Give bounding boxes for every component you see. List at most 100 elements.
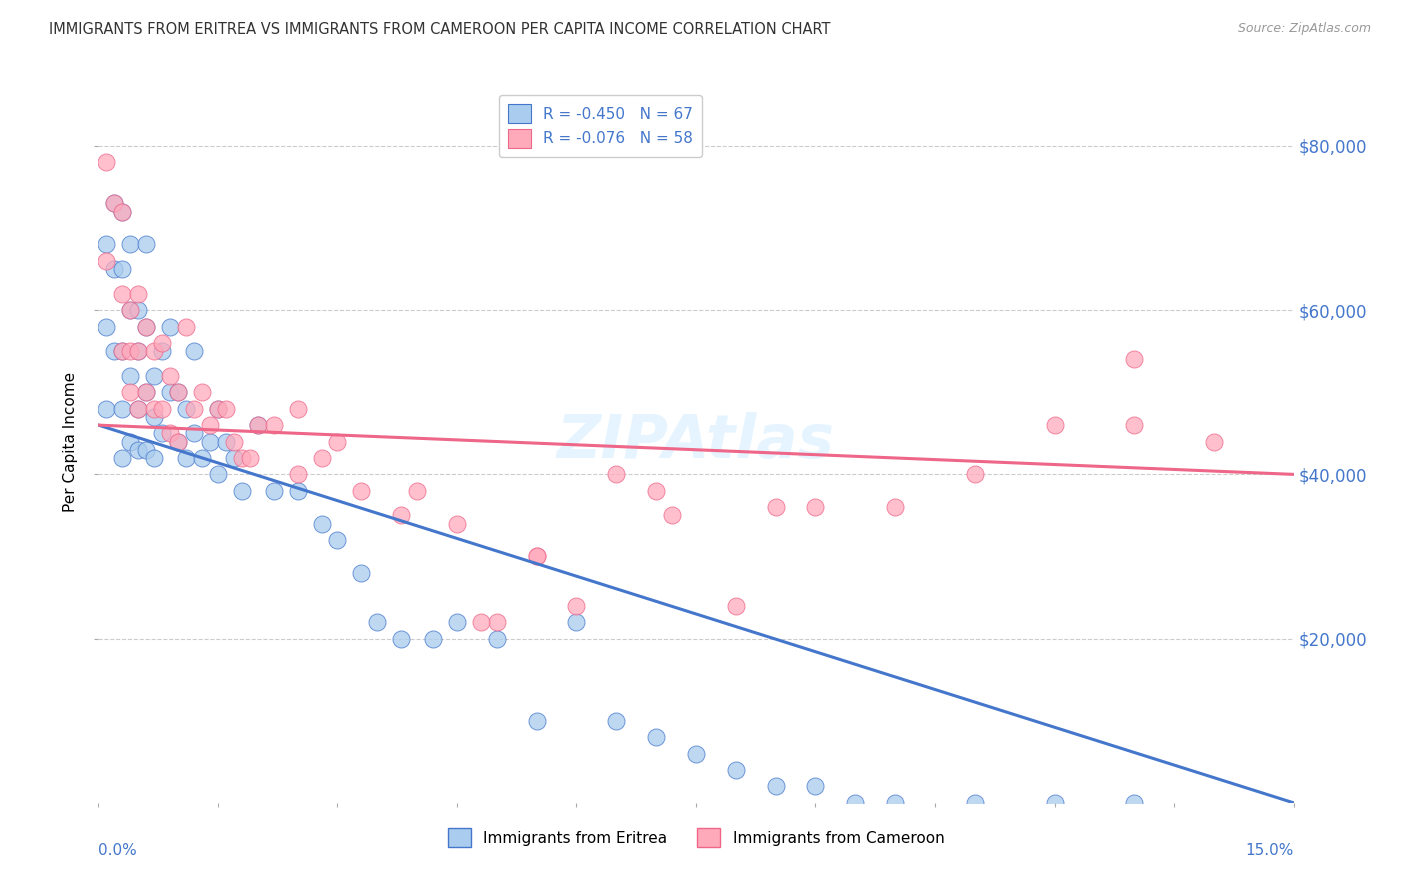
- Text: ZIPAtlas: ZIPAtlas: [557, 412, 835, 471]
- Y-axis label: Per Capita Income: Per Capita Income: [63, 371, 79, 512]
- Point: [103, 196, 125, 211]
- Point: [1043, 418, 1066, 433]
- Point: [1123, 352, 1146, 367]
- Point: [207, 401, 229, 416]
- Point: [485, 615, 508, 630]
- Point: [844, 796, 866, 810]
- Point: [765, 500, 787, 515]
- Text: 15.0%: 15.0%: [1246, 843, 1294, 857]
- Point: [389, 508, 412, 523]
- Point: [111, 204, 134, 219]
- Point: [231, 450, 253, 465]
- Point: [215, 434, 238, 449]
- Point: [422, 632, 444, 646]
- Point: [1123, 418, 1146, 433]
- Point: [183, 344, 205, 359]
- Point: [350, 566, 373, 580]
- Point: [127, 303, 149, 318]
- Point: [198, 434, 221, 449]
- Point: [685, 747, 707, 761]
- Point: [135, 442, 157, 457]
- Point: [127, 442, 149, 457]
- Point: [446, 516, 468, 531]
- Point: [127, 286, 149, 301]
- Point: [485, 632, 508, 646]
- Point: [804, 780, 827, 794]
- Legend: Immigrants from Eritrea, Immigrants from Cameroon: Immigrants from Eritrea, Immigrants from…: [441, 822, 950, 853]
- Point: [724, 763, 747, 777]
- Point: [143, 450, 166, 465]
- Point: [884, 500, 907, 515]
- Point: [120, 303, 142, 318]
- Point: [120, 344, 142, 359]
- Point: [167, 385, 190, 400]
- Point: [215, 401, 238, 416]
- Point: [111, 450, 134, 465]
- Point: [174, 319, 197, 334]
- Point: [526, 549, 548, 564]
- Point: [246, 418, 269, 433]
- Point: [111, 401, 134, 416]
- Point: [143, 409, 166, 424]
- Point: [135, 237, 157, 252]
- Point: [159, 426, 181, 441]
- Point: [963, 467, 986, 482]
- Point: [143, 368, 166, 383]
- Point: [605, 714, 627, 728]
- Text: IMMIGRANTS FROM ERITREA VS IMMIGRANTS FROM CAMEROON PER CAPITA INCOME CORRELATIO: IMMIGRANTS FROM ERITREA VS IMMIGRANTS FR…: [49, 22, 831, 37]
- Point: [526, 549, 548, 564]
- Point: [207, 401, 229, 416]
- Point: [1123, 796, 1146, 810]
- Point: [120, 237, 142, 252]
- Point: [96, 253, 118, 268]
- Point: [446, 615, 468, 630]
- Point: [661, 508, 683, 523]
- Point: [103, 196, 125, 211]
- Point: [127, 344, 149, 359]
- Point: [311, 450, 333, 465]
- Point: [287, 483, 309, 498]
- Point: [96, 237, 118, 252]
- Point: [287, 467, 309, 482]
- Point: [159, 368, 181, 383]
- Point: [239, 450, 262, 465]
- Point: [135, 319, 157, 334]
- Point: [159, 385, 181, 400]
- Point: [96, 401, 118, 416]
- Point: [565, 599, 588, 613]
- Point: [111, 344, 134, 359]
- Point: [389, 632, 412, 646]
- Point: [963, 796, 986, 810]
- Point: [231, 483, 253, 498]
- Point: [127, 344, 149, 359]
- Text: 0.0%: 0.0%: [98, 843, 138, 857]
- Point: [159, 319, 181, 334]
- Point: [135, 319, 157, 334]
- Point: [120, 434, 142, 449]
- Point: [565, 615, 588, 630]
- Point: [605, 467, 627, 482]
- Point: [1043, 796, 1066, 810]
- Point: [311, 516, 333, 531]
- Point: [198, 418, 221, 433]
- Point: [150, 426, 173, 441]
- Point: [174, 450, 197, 465]
- Text: Source: ZipAtlas.com: Source: ZipAtlas.com: [1237, 22, 1371, 36]
- Point: [96, 319, 118, 334]
- Point: [127, 401, 149, 416]
- Point: [191, 385, 214, 400]
- Point: [326, 434, 349, 449]
- Point: [406, 483, 429, 498]
- Point: [120, 368, 142, 383]
- Point: [804, 500, 827, 515]
- Point: [103, 262, 125, 277]
- Point: [143, 401, 166, 416]
- Point: [765, 780, 787, 794]
- Point: [222, 434, 245, 449]
- Point: [350, 483, 373, 498]
- Point: [167, 434, 190, 449]
- Point: [120, 303, 142, 318]
- Point: [135, 385, 157, 400]
- Point: [470, 615, 492, 630]
- Point: [111, 344, 134, 359]
